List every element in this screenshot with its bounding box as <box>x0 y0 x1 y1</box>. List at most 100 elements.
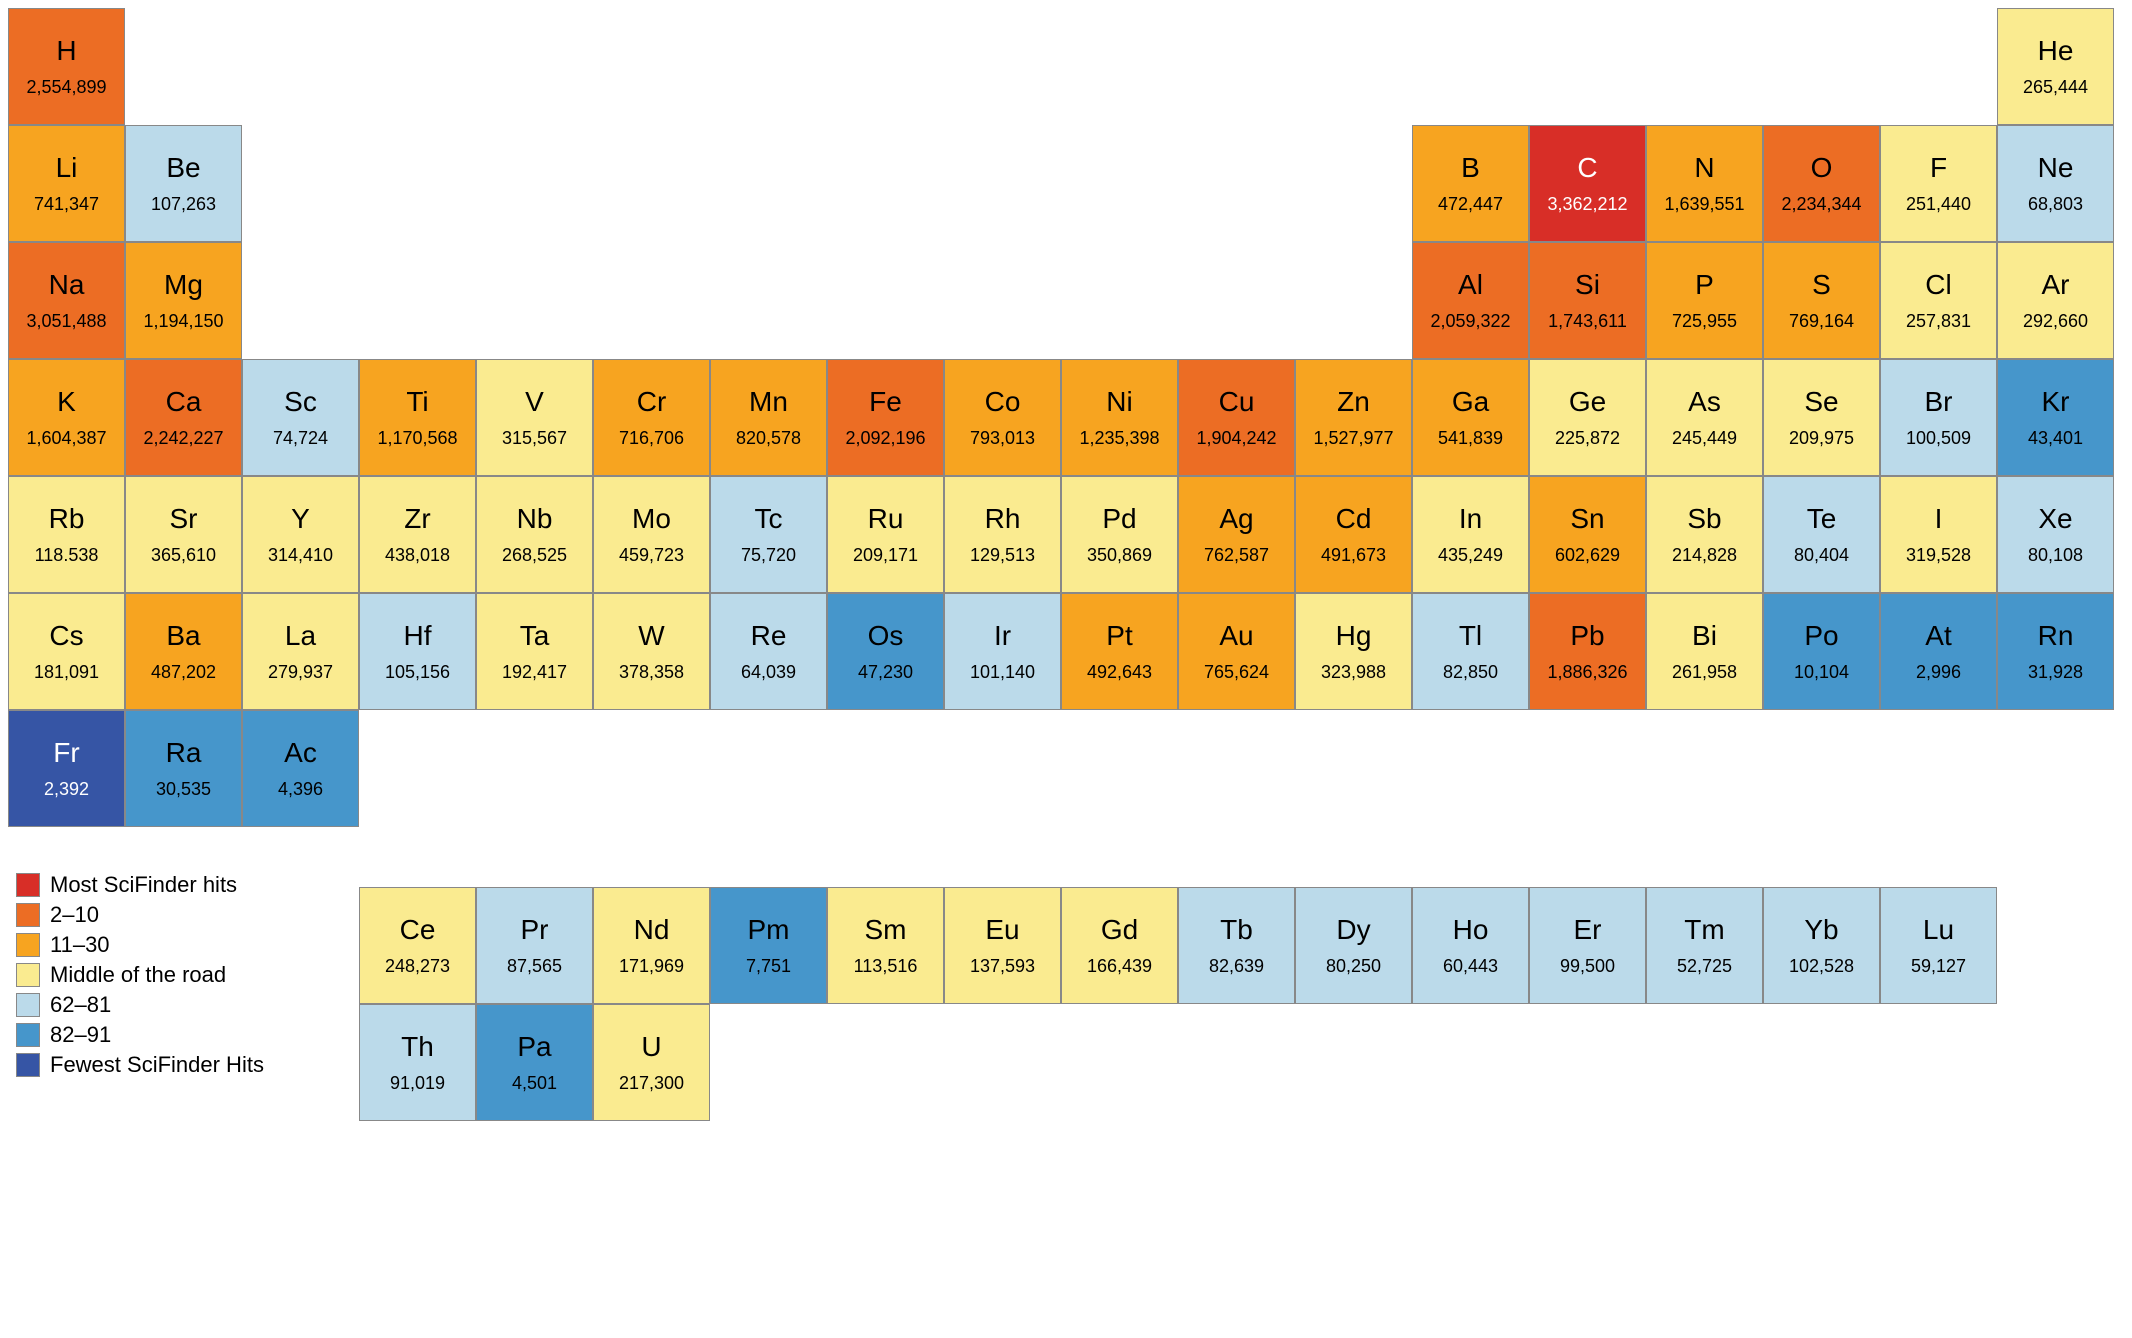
element-symbol: Pm <box>748 914 790 946</box>
element-symbol: Na <box>49 269 85 301</box>
element-symbol: Gd <box>1101 914 1138 946</box>
element-value: 101,140 <box>970 662 1035 683</box>
element-value: 257,831 <box>1906 311 1971 332</box>
element-cell-be: Be107,263 <box>125 125 242 242</box>
element-cell-zn: Zn1,527,977 <box>1295 359 1412 476</box>
legend-swatch <box>16 873 40 897</box>
element-symbol: Be <box>166 152 200 184</box>
element-symbol: Er <box>1574 914 1602 946</box>
element-value: 2,392 <box>44 779 89 800</box>
element-symbol: Cd <box>1336 503 1372 535</box>
legend-swatch <box>16 963 40 987</box>
element-value: 129,513 <box>970 545 1035 566</box>
element-cell-tc: Tc75,720 <box>710 476 827 593</box>
element-cell-si: Si1,743,611 <box>1529 242 1646 359</box>
element-value: 741,347 <box>34 194 99 215</box>
element-cell-kr: Kr43,401 <box>1997 359 2114 476</box>
element-symbol: Rb <box>49 503 85 535</box>
element-cell-xe: Xe80,108 <box>1997 476 2114 593</box>
element-cell-tb: Tb82,639 <box>1178 887 1295 1004</box>
element-symbol: V <box>525 386 544 418</box>
element-symbol: Ga <box>1452 386 1489 418</box>
element-symbol: Hf <box>404 620 432 652</box>
element-cell-po: Po10,104 <box>1763 593 1880 710</box>
element-value: 74,724 <box>273 428 328 449</box>
element-value: 279,937 <box>268 662 333 683</box>
legend-swatch <box>16 1053 40 1077</box>
element-symbol: Bi <box>1692 620 1717 652</box>
element-cell-ga: Ga541,839 <box>1412 359 1529 476</box>
element-symbol: Cl <box>1925 269 1951 301</box>
element-symbol: H <box>56 35 76 67</box>
element-cell-pb: Pb1,886,326 <box>1529 593 1646 710</box>
element-symbol: Pb <box>1570 620 1604 652</box>
element-symbol: K <box>57 386 76 418</box>
element-cell-ta: Ta192,417 <box>476 593 593 710</box>
element-value: 91,019 <box>390 1073 445 1094</box>
element-value: 3,051,488 <box>26 311 106 332</box>
element-cell-dy: Dy80,250 <box>1295 887 1412 1004</box>
element-value: 1,194,150 <box>143 311 223 332</box>
element-cell-bi: Bi261,958 <box>1646 593 1763 710</box>
element-value: 30,535 <box>156 779 211 800</box>
element-symbol: Th <box>401 1031 434 1063</box>
element-symbol: Rh <box>985 503 1021 535</box>
element-symbol: I <box>1935 503 1943 535</box>
element-cell-ni: Ni 1,235,398 <box>1061 359 1178 476</box>
element-cell-ra: Ra 30,535 <box>125 710 242 827</box>
element-value: 52,725 <box>1677 956 1732 977</box>
element-symbol: C <box>1577 152 1597 184</box>
element-cell-hf: Hf105,156 <box>359 593 476 710</box>
element-symbol: Pa <box>517 1031 551 1063</box>
element-symbol: As <box>1688 386 1721 418</box>
element-cell-gd: Gd166,439 <box>1061 887 1178 1004</box>
element-cell-ba: Ba487,202 <box>125 593 242 710</box>
element-symbol: Se <box>1804 386 1838 418</box>
legend-swatch <box>16 1023 40 1047</box>
element-symbol: Ir <box>994 620 1011 652</box>
element-value: 1,235,398 <box>1079 428 1159 449</box>
element-value: 315,567 <box>502 428 567 449</box>
element-symbol: In <box>1459 503 1482 535</box>
element-symbol: Pr <box>521 914 549 946</box>
element-cell-f: F251,440 <box>1880 125 1997 242</box>
element-value: 192,417 <box>502 662 567 683</box>
element-value: 171,969 <box>619 956 684 977</box>
element-symbol: Pd <box>1102 503 1136 535</box>
legend-row: Most SciFinder hits <box>16 872 264 898</box>
element-value: 82,850 <box>1443 662 1498 683</box>
legend-row: 2–10 <box>16 902 264 928</box>
element-value: 292,660 <box>2023 311 2088 332</box>
element-symbol: Ce <box>400 914 436 946</box>
element-cell-sb: Sb214,828 <box>1646 476 1763 593</box>
element-value: 248,273 <box>385 956 450 977</box>
element-symbol: Sn <box>1570 503 1604 535</box>
element-symbol: Ru <box>868 503 904 535</box>
element-symbol: Kr <box>2042 386 2070 418</box>
element-symbol: Ag <box>1219 503 1253 535</box>
element-value: 209,975 <box>1789 428 1854 449</box>
element-symbol: Ra <box>166 737 202 769</box>
element-cell-h: H2,554,899 <box>8 8 125 125</box>
element-value: 209,171 <box>853 545 918 566</box>
element-cell-fr: Fr2,392 <box>8 710 125 827</box>
element-cell-sr: Sr365,610 <box>125 476 242 593</box>
element-cell-pa: Pa4,501 <box>476 1004 593 1121</box>
element-symbol: Br <box>1925 386 1953 418</box>
element-cell-er: Er99,500 <box>1529 887 1646 1004</box>
element-value: 472,447 <box>1438 194 1503 215</box>
element-symbol: P <box>1695 269 1714 301</box>
element-cell-lu: Lu59,127 <box>1880 887 1997 1004</box>
element-value: 118.538 <box>35 545 99 566</box>
element-value: 438,018 <box>385 545 450 566</box>
element-value: 87,565 <box>507 956 562 977</box>
element-symbol: Ni <box>1106 386 1132 418</box>
element-symbol: Lu <box>1923 914 1954 946</box>
element-value: 1,527,977 <box>1313 428 1393 449</box>
legend-swatch <box>16 933 40 957</box>
element-value: 245,449 <box>1672 428 1737 449</box>
element-cell-zr: Zr438,018 <box>359 476 476 593</box>
element-cell-tm: Tm52,725 <box>1646 887 1763 1004</box>
element-symbol: Xe <box>2038 503 2072 535</box>
element-symbol: Mg <box>164 269 203 301</box>
